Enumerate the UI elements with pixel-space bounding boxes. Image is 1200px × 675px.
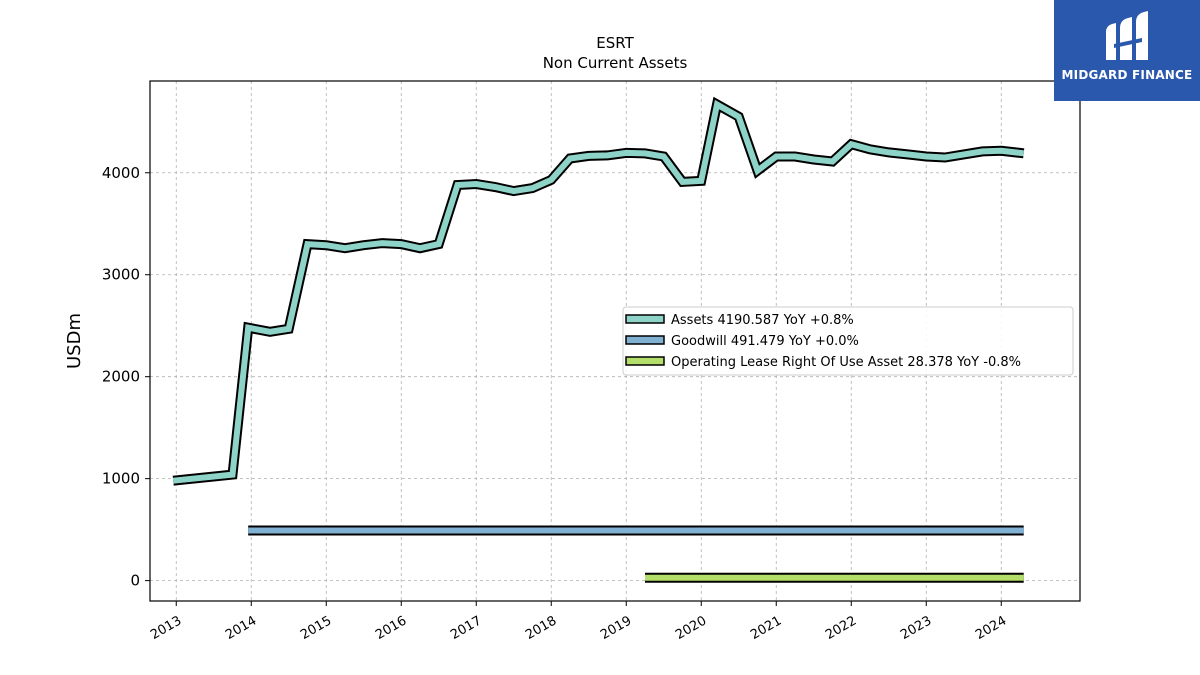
chart-title: ESRT: [596, 34, 634, 52]
x-tick-label: 2019: [598, 613, 634, 643]
legend-entry: Operating Lease Right Of Use Asset 28.37…: [671, 355, 1021, 370]
x-tick-label: 2022: [823, 613, 859, 643]
legend: Assets 4190.587 YoY +0.8% Goodwill 491.47…: [622, 306, 1074, 376]
x-tick-label: 2016: [373, 613, 409, 643]
x-tick-label: 2024: [973, 613, 1009, 643]
series-assets: [172, 96, 1025, 486]
y-tick-label: 0: [130, 572, 140, 590]
x-axis-ticks: 2013 2014 2015 2016 2017 2018 2019 2020 2021 2022…: [148, 601, 1009, 643]
x-tick-label: 2018: [523, 613, 559, 643]
x-tick-label: 2017: [448, 613, 484, 643]
y-axis-ticks: 0 1000 2000 3000 4000: [102, 164, 150, 590]
chart-subtitle: Non Current Assets: [543, 54, 688, 72]
x-tick-label: 2015: [298, 613, 334, 643]
series-line: [172, 99, 1025, 484]
midgard-finance-logo: MIDGARD FINANCE: [1054, 0, 1200, 101]
x-tick-label: 2013: [148, 613, 184, 643]
x-tick-label: 2014: [223, 613, 259, 643]
legend-swatch: [625, 335, 665, 345]
legend-swatch: [625, 356, 665, 366]
y-tick-label: 3000: [102, 266, 140, 284]
y-tick-label: 4000: [102, 164, 140, 182]
legend-swatch: [625, 314, 665, 324]
y-axis-label: USDm: [64, 313, 85, 369]
y-tick-label: 2000: [102, 368, 140, 386]
logo-mark-icon: [1106, 11, 1148, 60]
x-tick-label: 2023: [898, 613, 934, 643]
y-tick-label: 1000: [102, 470, 140, 488]
legend-entry: Goodwill 491.479 YoY +0.0%: [671, 334, 859, 349]
x-tick-label: 2021: [748, 613, 784, 643]
plot-frame: [149, 80, 1081, 602]
x-tick-label: 2020: [673, 613, 709, 643]
logo-text: MIDGARD FINANCE: [1061, 68, 1193, 82]
legend-entry: Assets 4190.587 YoY +0.8%: [671, 313, 854, 328]
series-outline: [172, 96, 1025, 486]
legend-box: [622, 306, 1074, 376]
series-lines: [172, 96, 1025, 583]
